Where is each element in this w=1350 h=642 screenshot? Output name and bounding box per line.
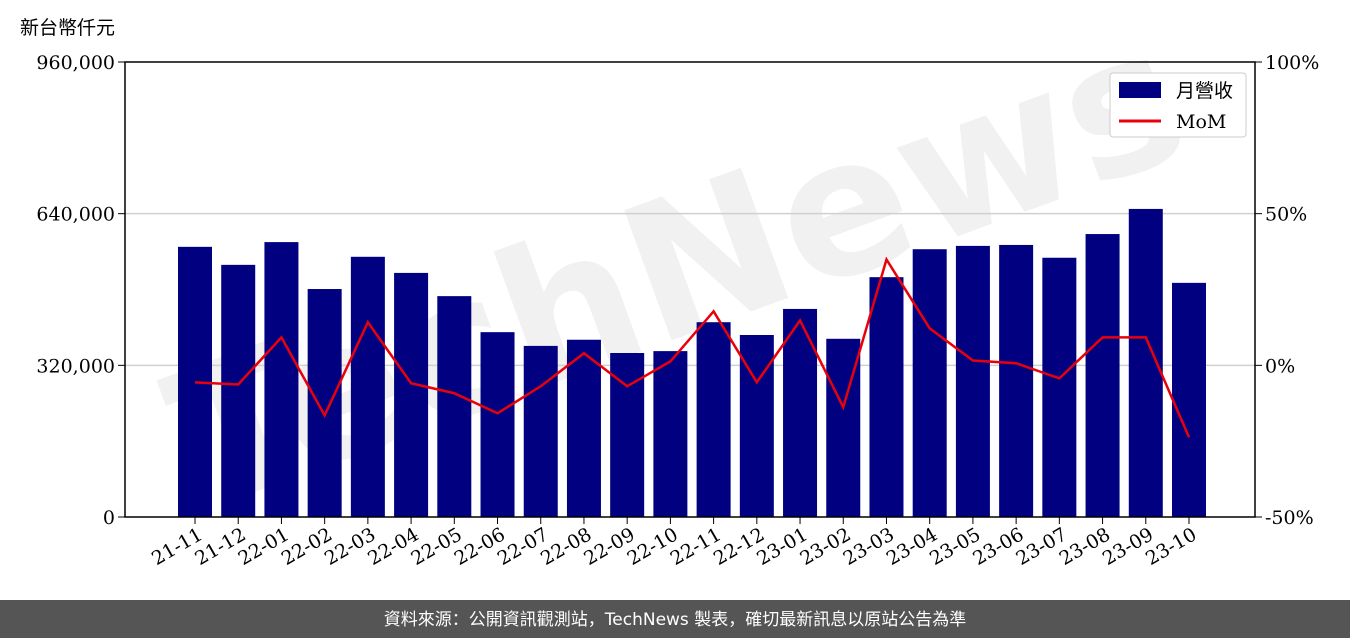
bar <box>696 322 731 517</box>
y-axis-title: 新台幣仟元 <box>20 17 115 39</box>
bar <box>394 272 429 517</box>
bar <box>264 242 299 517</box>
bar <box>912 249 947 517</box>
y-tick-label: 640,000 <box>36 204 115 226</box>
y2-tick-label: 50% <box>1265 204 1307 226</box>
bar <box>566 339 601 517</box>
bar <box>221 264 256 517</box>
bar <box>480 332 515 517</box>
legend-label: MoM <box>1176 111 1226 133</box>
bar <box>350 256 385 517</box>
bar <box>955 245 990 518</box>
bar <box>653 351 688 517</box>
bar <box>437 296 472 517</box>
y2-tick-label: -50% <box>1265 507 1314 529</box>
footer-bar <box>0 600 1350 638</box>
bar <box>783 308 818 517</box>
y2-tick-label: 100% <box>1265 52 1319 74</box>
bar <box>869 277 904 517</box>
legend-swatch <box>1119 82 1161 98</box>
bar <box>999 244 1034 517</box>
y-tick-label: 320,000 <box>36 355 115 377</box>
y2-tick-label: 0% <box>1265 355 1295 377</box>
y-tick-label: 960,000 <box>36 52 115 74</box>
legend-label: 月營收 <box>1176 80 1233 102</box>
x-tick-group: 23-10 <box>1142 523 1200 569</box>
y-tick-label: 0 <box>103 507 115 529</box>
bar <box>523 345 558 517</box>
bar <box>1172 282 1206 517</box>
footer-source: 資料來源：公開資訊觀測站，TechNews 製表，確切最新訊息以原站公告為準 <box>384 610 966 630</box>
bar <box>1042 257 1077 517</box>
bar <box>307 289 342 517</box>
plot-frame <box>124 61 1256 518</box>
mom-line <box>194 256 1191 438</box>
x-tick-label: 23-10 <box>1142 523 1200 569</box>
bar <box>1085 234 1120 517</box>
